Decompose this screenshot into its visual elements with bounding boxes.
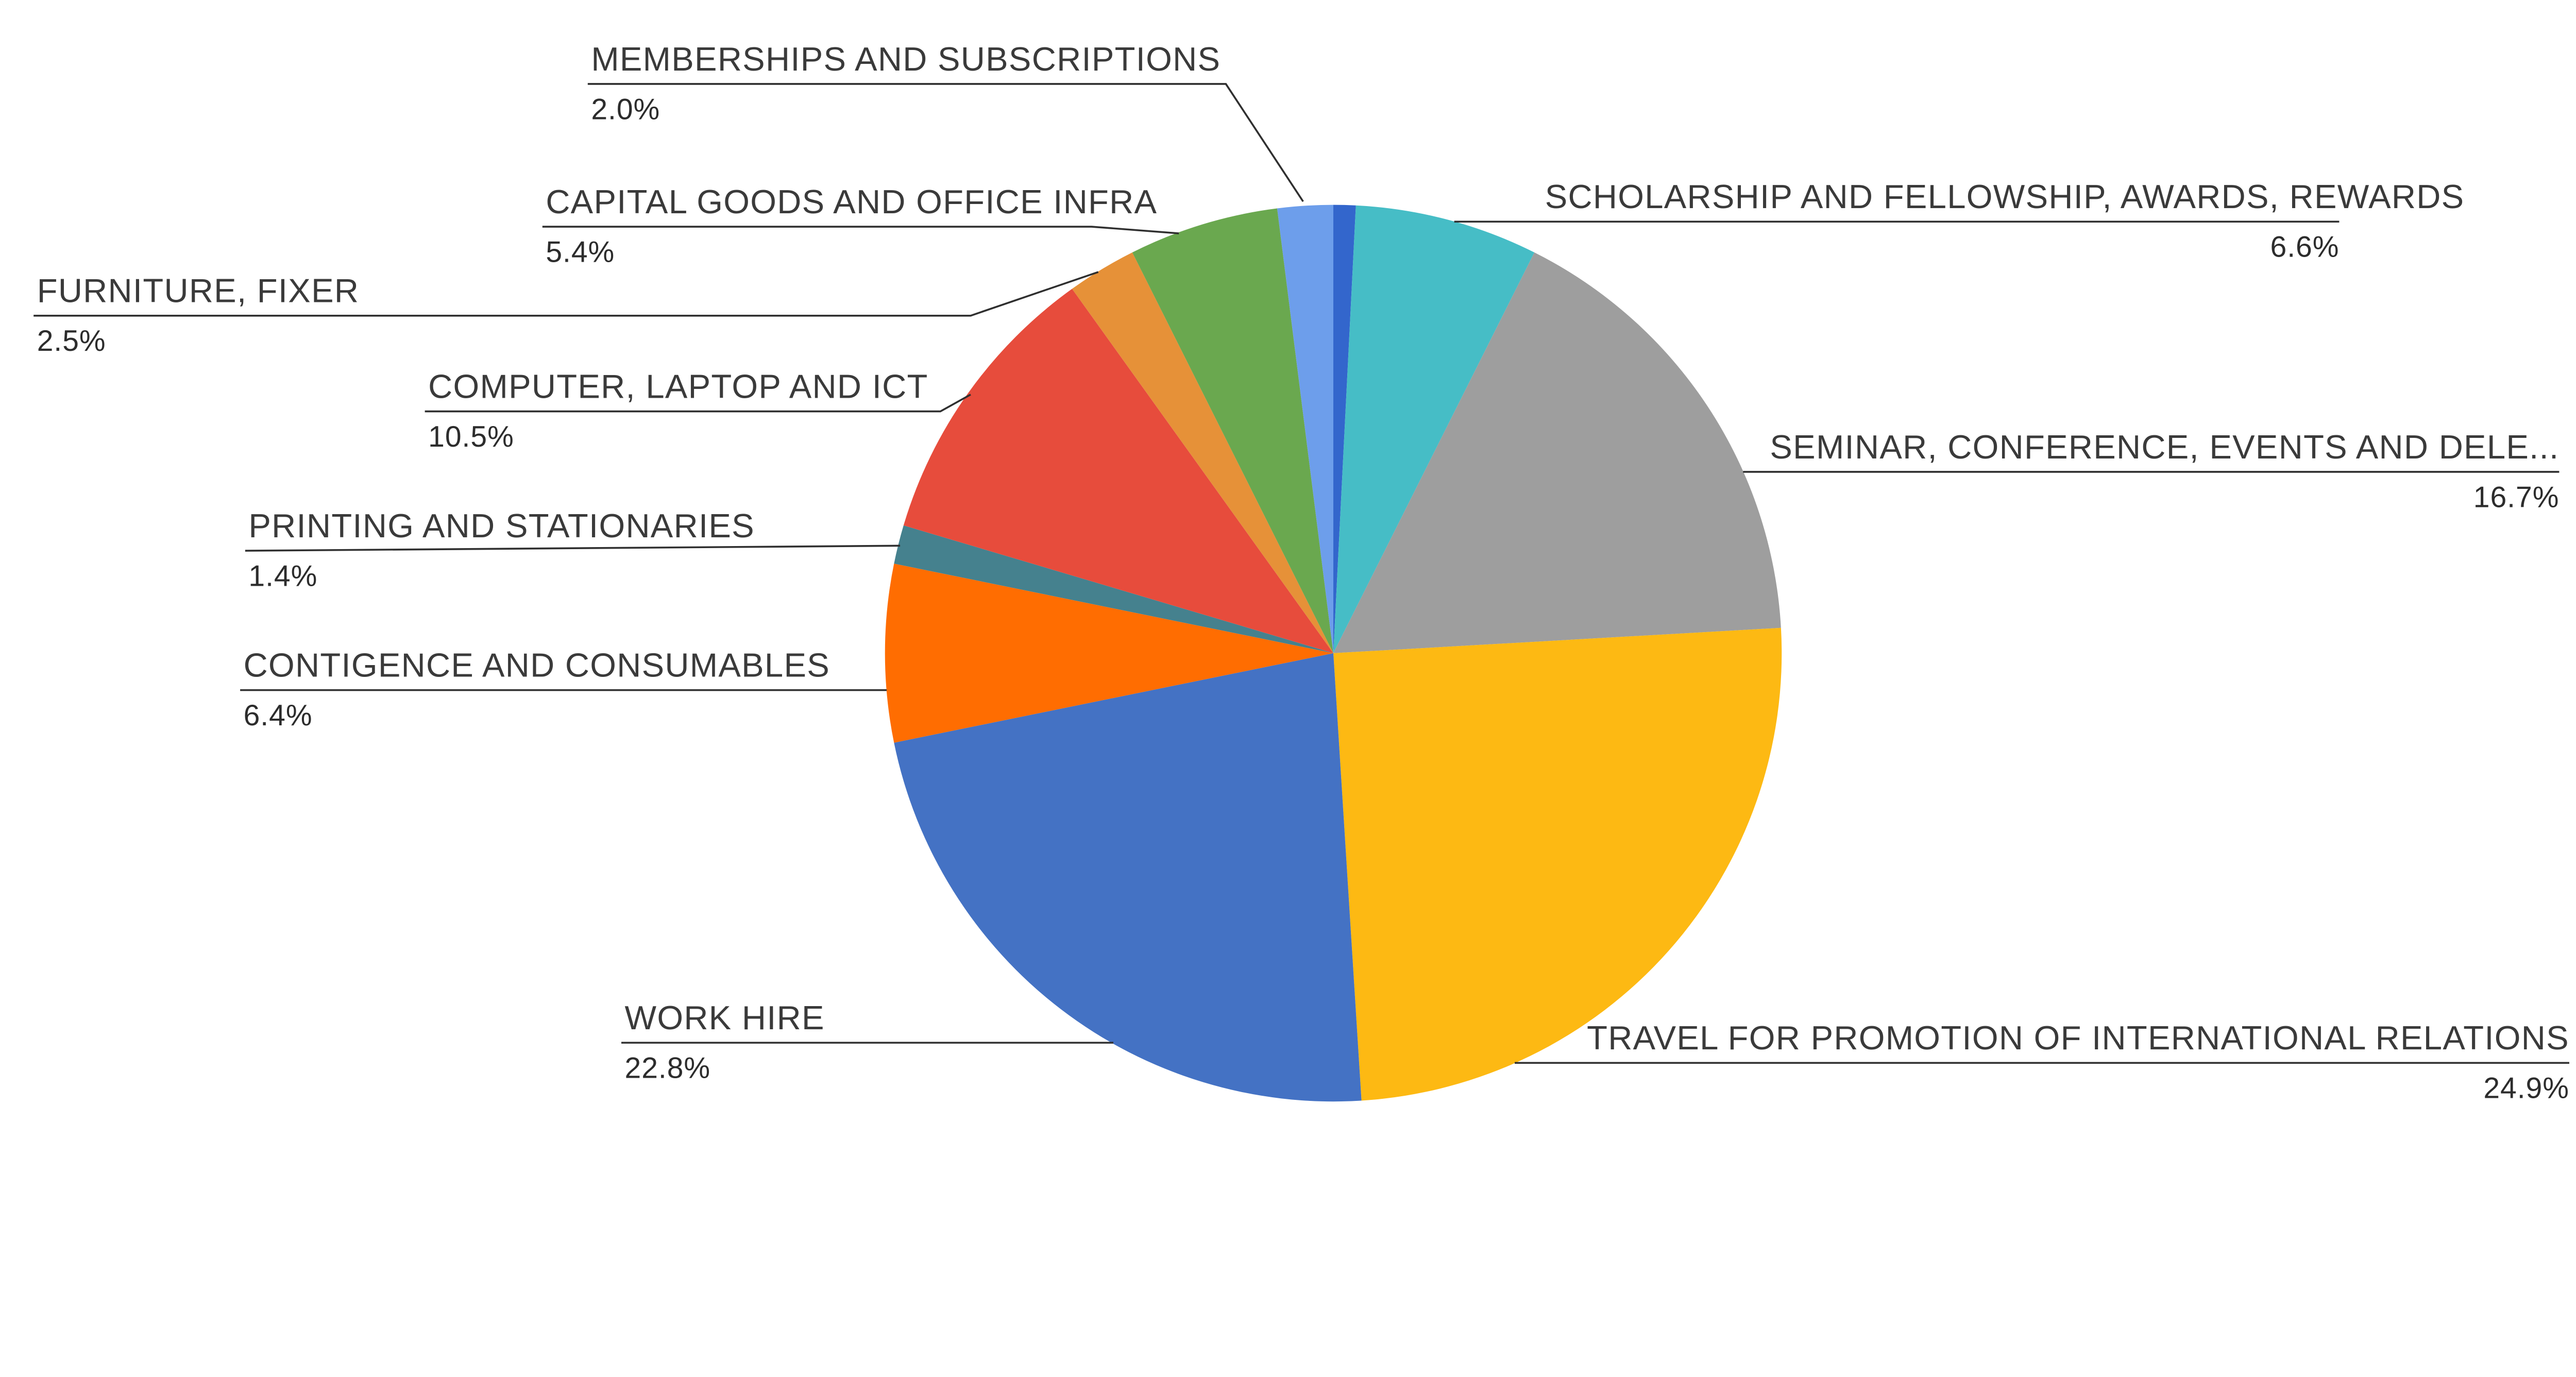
pie-slice-1[interactable] [1333,205,1535,653]
label-leader-line-8 [33,271,1099,317]
slice-label-4: WORK HIRE [625,999,825,1036]
pie-slice-0[interactable] [1333,205,1356,653]
slice-percent-2: 16.7% [2473,481,2560,514]
label-leader-line-6 [245,545,901,552]
slice-label-9: CAPITAL GOODS AND OFFICE INFRA [546,183,1157,220]
slice-percent-1: 6.6% [2270,231,2340,264]
pie-slice-4[interactable] [894,653,1362,1102]
slice-label-2: SEMINAR, CONFERENCE, EVENTS AND DELE... [1770,428,2559,466]
pie-slice-6[interactable] [894,525,1334,653]
pie-chart: SCHOLARSHIP AND FELLOWSHIP, AWARDS, REWA… [33,40,2569,1105]
slice-percent-5: 6.4% [244,699,313,732]
pie-slice-2[interactable] [1333,252,1781,653]
slice-percent-6: 1.4% [248,560,317,593]
pie-slice-9[interactable] [1132,208,1334,653]
slice-percent-10: 2.0% [591,93,660,126]
slice-percent-8: 2.5% [37,325,106,358]
pie-slice-10[interactable] [1277,205,1334,653]
slice-label-3: TRAVEL FOR PROMOTION OF INTERNATIONAL RE… [1587,1019,2569,1057]
slice-percent-3: 24.9% [2483,1072,2569,1105]
pie-slice-5[interactable] [885,564,1334,743]
pie-slice-8[interactable] [1072,252,1334,653]
pie-chart-figure: SCHOLARSHIP AND FELLOWSHIP, AWARDS, REWA… [33,40,2569,1105]
slice-label-10: MEMBERSHIPS AND SUBSCRIPTIONS [591,40,1221,78]
slice-percent-7: 10.5% [428,420,514,453]
pie-slice-3[interactable] [1333,627,1782,1101]
label-leader-line-9 [542,226,1179,234]
slice-label-1: SCHOLARSHIP AND FELLOWSHIP, AWARDS, REWA… [1545,178,2465,215]
label-leader-line-7 [425,394,971,413]
slice-label-7: COMPUTER, LAPTOP AND ICT [428,367,928,405]
pie-slice-7[interactable] [903,288,1334,653]
slice-percent-9: 5.4% [546,235,615,268]
slice-percent-4: 22.8% [625,1052,711,1085]
slice-label-8: FURNITURE, FIXER [37,272,360,310]
slice-label-6: PRINTING AND STATIONARIES [248,507,755,545]
label-leader-line-10 [587,83,1304,202]
slice-label-5: CONTIGENCE AND CONSUMABLES [244,647,830,684]
